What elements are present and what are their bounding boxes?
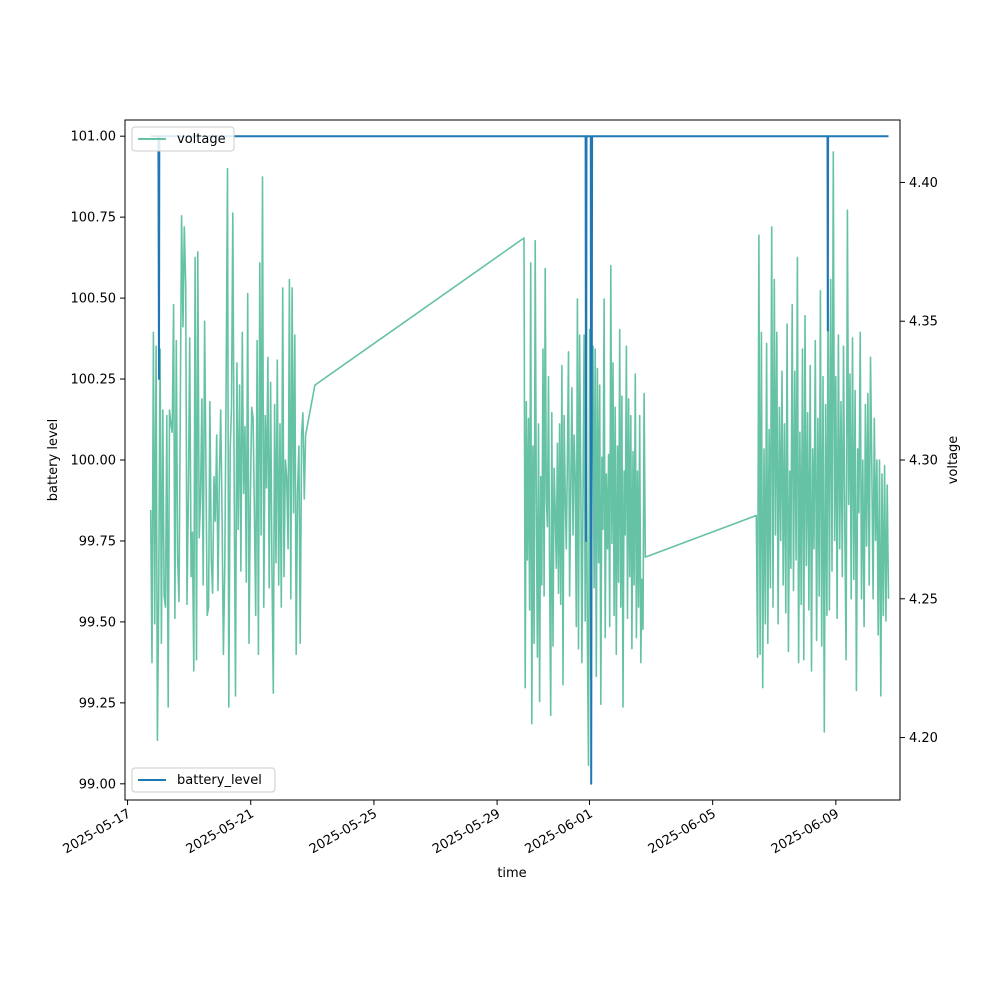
y-left-tick-label: 100.75 [71, 211, 117, 226]
y-left-tick-label: 99.50 [79, 615, 116, 630]
y-axis-right: 4.20 4.25 4.30 4.35 4.40 [900, 176, 938, 746]
y-left-tick-label: 100.25 [71, 373, 117, 388]
legend-voltage-box [131, 126, 235, 152]
y-right-tick-label: 4.20 [909, 731, 938, 746]
y-right-tick-label: 4.35 [909, 315, 938, 330]
series-layer [149, 135, 890, 785]
legend-voltage-label: voltage [177, 132, 226, 147]
y-axis-left-label: battery level [46, 419, 61, 502]
y-left-tick-label: 101.00 [71, 130, 117, 145]
y-axis-left: 99.00 99.25 99.50 99.75 100.00 100.25 100.50 10… [71, 130, 125, 792]
y-left-tick-label: 99.00 [79, 777, 116, 792]
legend-battery-level-box [131, 767, 276, 793]
y-right-tick-label: 4.25 [909, 592, 938, 607]
legend-voltage: voltage [131, 126, 235, 152]
y-left-tick-label: 100.00 [71, 454, 117, 469]
y-left-tick-label: 99.25 [79, 696, 116, 711]
legend-battery-level-label: battery_level [177, 773, 262, 788]
y-left-tick-label: 100.50 [71, 292, 117, 307]
series-line-voltage [149, 151, 890, 767]
series-line-battery-level [150, 135, 889, 785]
legend-battery-level: battery_level [131, 767, 276, 793]
y-right-tick-label: 4.30 [909, 454, 938, 469]
y-axis-right-label: voltage [946, 436, 961, 485]
y-left-tick-label: 99.75 [79, 534, 116, 549]
y-right-tick-label: 4.40 [909, 176, 938, 191]
x-axis-label: time [497, 866, 526, 881]
